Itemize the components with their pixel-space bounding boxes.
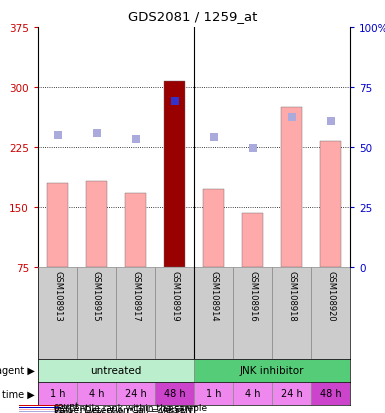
Text: GSM108919: GSM108919 [170, 270, 179, 320]
Text: GSM108915: GSM108915 [92, 270, 101, 320]
Bar [194, 267, 233, 359]
Bar [86, 182, 107, 267]
Bar [233, 382, 272, 405]
Bar [125, 193, 146, 267]
Text: count: count [54, 401, 80, 410]
Point [211, 135, 217, 141]
Bar [281, 108, 302, 267]
Text: GSM108920: GSM108920 [326, 270, 335, 320]
Point [249, 145, 256, 152]
Text: 1 h: 1 h [206, 389, 221, 399]
Text: agent ▶: agent ▶ [0, 366, 35, 375]
Bar [19, 411, 61, 412]
Bar [320, 142, 341, 267]
Text: 24 h: 24 h [125, 389, 146, 399]
Text: 48 h: 48 h [164, 389, 185, 399]
Bar [19, 405, 61, 406]
Text: time ▶: time ▶ [2, 389, 35, 399]
Text: 1 h: 1 h [50, 389, 65, 399]
Bar [19, 407, 61, 408]
Text: percentile rank within the sample: percentile rank within the sample [54, 403, 207, 412]
Text: rank, Detection Call = ABSENT: rank, Detection Call = ABSENT [54, 407, 193, 413]
Bar [77, 382, 116, 405]
Text: 48 h: 48 h [320, 389, 341, 399]
Text: 4 h: 4 h [89, 389, 104, 399]
Bar [272, 267, 311, 359]
Bar [155, 382, 194, 405]
Point [327, 118, 333, 125]
Point [94, 131, 100, 138]
Text: JNK inhibitor: JNK inhibitor [240, 366, 304, 375]
Bar [77, 267, 116, 359]
Bar [194, 359, 350, 382]
Text: GSM108913: GSM108913 [53, 270, 62, 321]
Text: untreated: untreated [90, 366, 142, 375]
Bar [38, 359, 194, 382]
Text: GSM108916: GSM108916 [248, 270, 257, 321]
Bar [203, 190, 224, 267]
Bar [272, 382, 311, 405]
Point [171, 99, 177, 105]
Bar [19, 409, 61, 410]
Bar [116, 382, 155, 405]
Bar [47, 183, 68, 267]
Text: GSM108914: GSM108914 [209, 270, 218, 320]
Text: GDS2081 / 1259_at: GDS2081 / 1259_at [128, 10, 257, 23]
Text: value, Detection Call = ABSENT: value, Detection Call = ABSENT [54, 405, 198, 413]
Bar [242, 213, 263, 267]
Point [132, 136, 139, 143]
Bar [311, 267, 350, 359]
Text: 24 h: 24 h [281, 389, 302, 399]
Bar [311, 382, 350, 405]
Bar [38, 382, 77, 405]
Point [54, 133, 60, 139]
Text: 4 h: 4 h [245, 389, 260, 399]
Text: GSM108918: GSM108918 [287, 270, 296, 321]
Bar [155, 267, 194, 359]
Bar [116, 267, 155, 359]
Bar [38, 267, 77, 359]
Bar [194, 382, 233, 405]
Point [288, 115, 295, 121]
Bar [233, 267, 272, 359]
Text: GSM108917: GSM108917 [131, 270, 140, 321]
Bar [164, 81, 185, 267]
